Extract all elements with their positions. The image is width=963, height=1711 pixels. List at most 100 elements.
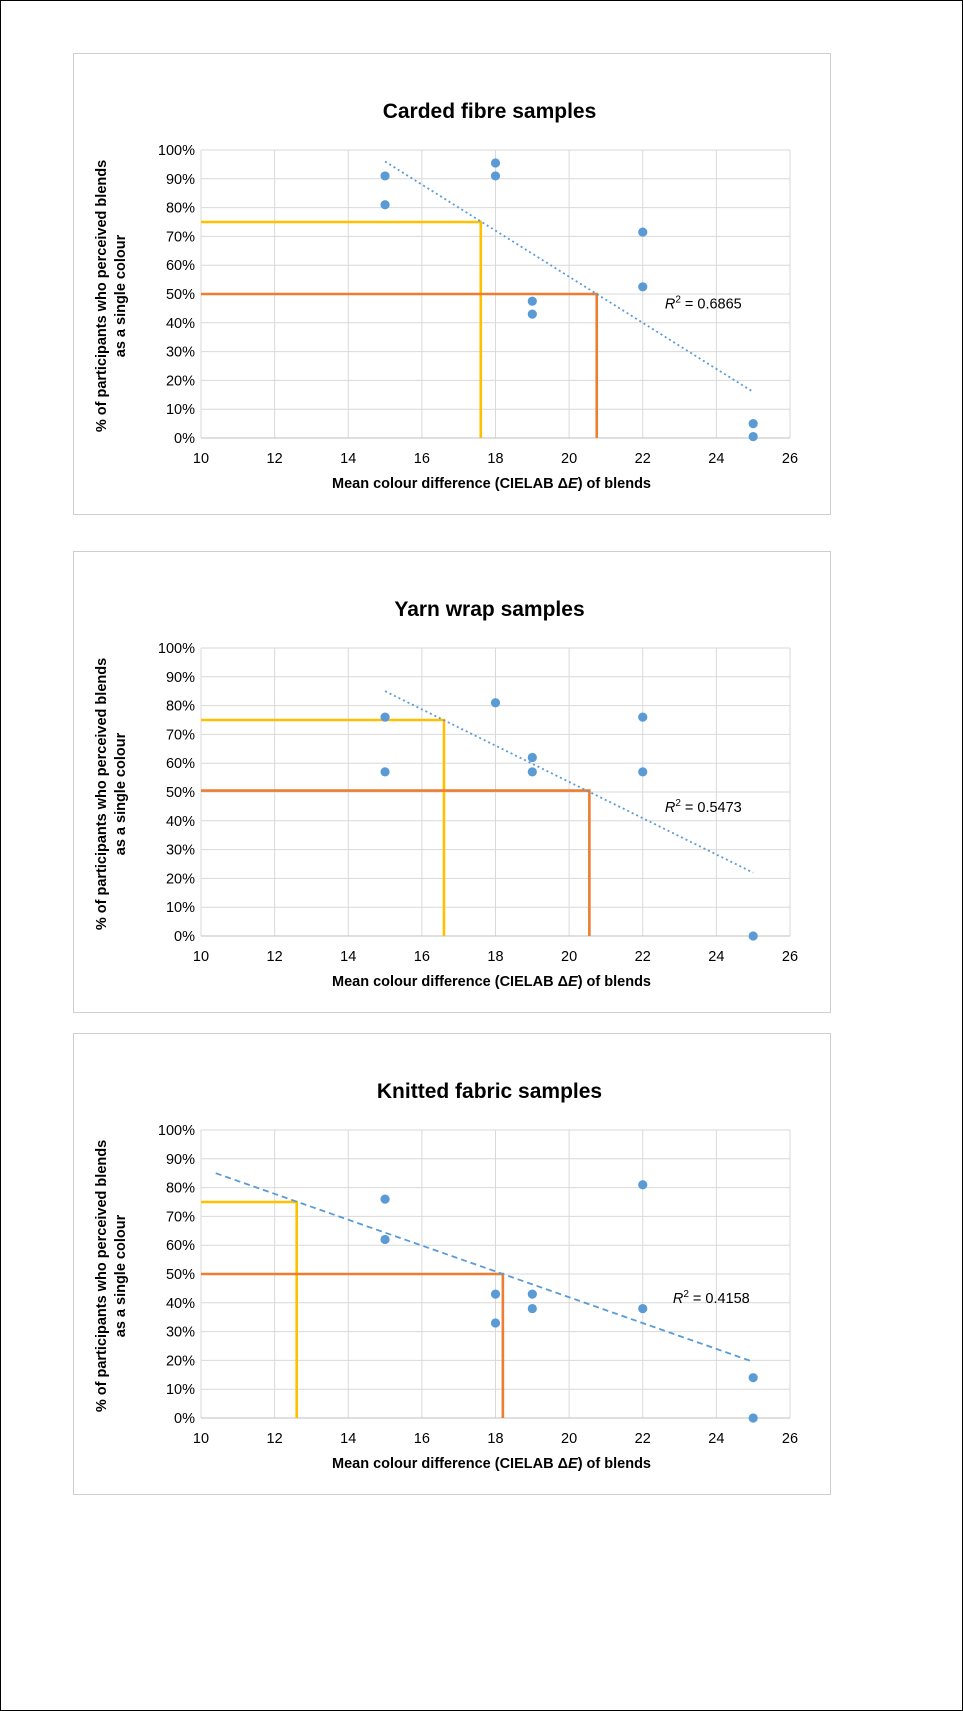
data-point xyxy=(490,1289,501,1299)
data-point xyxy=(490,171,501,181)
x-tick-label: 14 xyxy=(340,1431,356,1447)
y-axis-label-line1: % of participants who perceived blends xyxy=(94,1140,110,1412)
x-tick-label: 12 xyxy=(267,949,283,965)
data-point xyxy=(490,1318,501,1328)
data-point xyxy=(380,200,390,210)
x-tick-label: 14 xyxy=(340,949,356,965)
y-tick-label: 30% xyxy=(166,843,195,859)
reference-line-50.5pct xyxy=(201,789,591,936)
y-tick-label: 90% xyxy=(166,1152,195,1168)
data-point xyxy=(638,227,648,237)
y-tick-label: 20% xyxy=(166,373,195,389)
data-point xyxy=(527,767,537,777)
y-tick-label: 100% xyxy=(158,641,195,657)
data-point xyxy=(748,431,758,442)
chart-yarn-wrap: Yarn wrap samples 10 12 14 16 18 20 22 24 26 0% 10%… xyxy=(94,598,798,990)
y-tick-label: 40% xyxy=(166,1296,195,1312)
y-tick-label: 30% xyxy=(166,345,195,361)
chart-carded-fibre: Carded fibre samples 10 12 14 16 18 20 22 24 26 0%… xyxy=(94,100,798,492)
x-axis-label: Mean colour difference (CIELAB ΔE) of bl… xyxy=(332,974,651,990)
data-point xyxy=(748,1373,758,1383)
trendline xyxy=(384,690,754,874)
x-tick-label: 12 xyxy=(267,451,283,467)
x-tick-label: 18 xyxy=(487,1431,503,1447)
x-tick-label: 26 xyxy=(782,451,798,467)
y-tick-label: 20% xyxy=(166,1353,195,1369)
y-tick-label: 20% xyxy=(166,871,195,887)
r-squared-label: R2 = 0.5473 xyxy=(665,798,742,816)
y-tick-label: 70% xyxy=(166,727,195,743)
y-tick-label: 80% xyxy=(166,201,195,217)
y-tick-label: 50% xyxy=(166,287,195,303)
data-point xyxy=(380,1234,390,1245)
chart-knitted-fabric: Knitted fabric samples 10 12 14 16 18 20 22 24 26… xyxy=(94,1080,798,1472)
reference-line-75pct xyxy=(201,718,446,936)
data-point xyxy=(748,419,758,429)
x-tick-label: 10 xyxy=(193,949,209,965)
data-point xyxy=(527,1303,537,1314)
x-tick-label: 12 xyxy=(267,1431,283,1447)
chart-panel-yarn-wrap: Yarn wrap samples 10 12 14 16 18 20 22 24 26 0% 10%… xyxy=(73,551,831,1013)
data-point xyxy=(490,158,501,168)
data-point xyxy=(638,1180,648,1190)
data-point xyxy=(638,1303,648,1314)
data-point xyxy=(638,712,648,722)
y-tick-label: 40% xyxy=(166,814,195,830)
x-tick-label: 22 xyxy=(635,1431,651,1447)
x-axis-label: Mean colour difference (CIELAB ΔE) of bl… xyxy=(332,476,651,492)
y-axis-label-line2: as a single colour xyxy=(113,234,129,357)
y-tick-label: 90% xyxy=(166,172,195,188)
data-point xyxy=(638,767,648,777)
y-tick-label: 40% xyxy=(166,316,195,332)
y-tick-label: 60% xyxy=(166,258,195,274)
data-point xyxy=(527,752,537,763)
y-axis-label-line2: as a single colour xyxy=(113,1214,129,1337)
chart-panel-knitted-fabric: Knitted fabric samples 10 12 14 16 18 20 22 24 26… xyxy=(73,1033,831,1495)
x-tick-label: 10 xyxy=(193,1431,209,1447)
y-tick-label: 70% xyxy=(166,229,195,245)
x-tick-label: 24 xyxy=(708,451,724,467)
trendline xyxy=(384,160,754,393)
x-tick-label: 18 xyxy=(487,949,503,965)
x-tick-label: 22 xyxy=(635,949,651,965)
gridlines xyxy=(200,149,791,439)
chart-title: Carded fibre samples xyxy=(383,100,597,123)
trendline xyxy=(215,1172,754,1363)
x-tick-label: 18 xyxy=(487,451,503,467)
reference-line-75pct xyxy=(201,220,483,438)
y-tick-label: 0% xyxy=(174,1411,195,1427)
data-point xyxy=(527,1289,537,1299)
data-point xyxy=(380,767,390,777)
y-tick-label: 50% xyxy=(166,785,195,801)
chart-title: Knitted fabric samples xyxy=(377,1080,602,1103)
x-tick-label: 24 xyxy=(708,949,724,965)
data-point xyxy=(638,282,648,292)
y-tick-label: 90% xyxy=(166,670,195,686)
data-point xyxy=(527,309,537,319)
gridlines xyxy=(200,1129,791,1419)
data-point xyxy=(490,698,501,708)
data-point xyxy=(527,296,537,306)
y-tick-label: 10% xyxy=(166,402,195,418)
y-tick-label: 10% xyxy=(166,1382,195,1398)
x-axis-label: Mean colour difference (CIELAB ΔE) of bl… xyxy=(332,1456,651,1472)
y-tick-label: 70% xyxy=(166,1209,195,1225)
y-tick-label: 80% xyxy=(166,699,195,715)
y-axis-label-line1: % of participants who perceived blends xyxy=(94,658,110,930)
y-tick-label: 0% xyxy=(174,929,195,945)
reference-line-75pct xyxy=(201,1200,299,1418)
data-point xyxy=(380,171,390,181)
chart-panel-carded-fibre: Carded fibre samples 10 12 14 16 18 20 22 24 26 0%… xyxy=(73,53,831,515)
x-tick-label: 16 xyxy=(414,1431,430,1447)
y-tick-label: 100% xyxy=(158,1123,195,1139)
data-point xyxy=(380,712,390,722)
y-axis-label-line1: % of participants who perceived blends xyxy=(94,160,110,432)
reference-line-50pct xyxy=(201,1272,505,1418)
x-tick-label: 26 xyxy=(782,949,798,965)
x-tick-label: 10 xyxy=(193,451,209,467)
x-tick-label: 20 xyxy=(561,949,577,965)
data-point xyxy=(380,1194,390,1204)
x-tick-label: 16 xyxy=(414,949,430,965)
y-tick-label: 60% xyxy=(166,1238,195,1254)
